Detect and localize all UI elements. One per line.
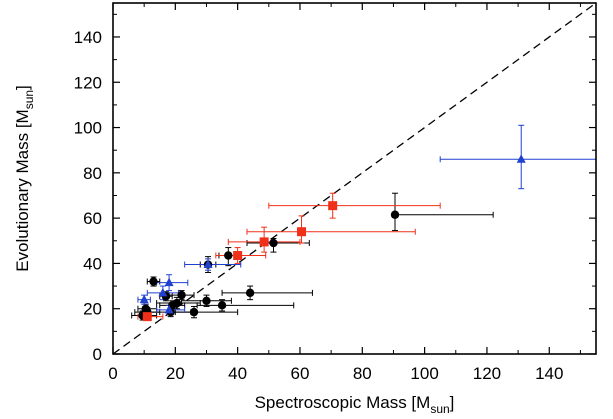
data-point-circle — [390, 210, 400, 219]
data-point-circle — [224, 251, 233, 260]
x-tick-label: 140 — [535, 364, 563, 383]
plot-frame — [112, 2, 597, 355]
data-point-square — [142, 312, 152, 322]
error-bar — [392, 192, 494, 232]
data-point-square — [328, 201, 338, 211]
y-axis-title-sub: sun — [22, 90, 36, 109]
marker-layer — [138, 154, 526, 322]
y-axis-title-main: Evolutionary Mass [M — [13, 109, 32, 272]
data-point-square — [233, 250, 243, 260]
x-tick-label: 100 — [410, 364, 438, 383]
y-tick-label: 100 — [74, 119, 102, 138]
data-point-triangle — [203, 259, 213, 269]
y-tick-label: 80 — [83, 164, 102, 183]
data-point-triangle — [139, 294, 149, 304]
data-point-square — [259, 237, 269, 247]
error-bar — [196, 299, 295, 312]
y-axis-title: Evolutionary Mass [Msun] — [13, 85, 36, 272]
y-axis-title-end: ] — [13, 85, 32, 90]
data-point-triangle — [164, 277, 174, 287]
error-bar — [268, 192, 441, 219]
data-point-circle — [141, 304, 150, 313]
x-axis-title-sub: sun — [430, 402, 449, 416]
data-point-square — [297, 227, 307, 237]
data-point-triangle — [516, 154, 526, 163]
x-tick-label: 60 — [291, 364, 310, 383]
data-point-circle — [202, 296, 211, 305]
x-tick-label: 120 — [473, 364, 501, 383]
x-axis-title-main: Spectroscopic Mass [M — [255, 393, 431, 412]
y-tick-label: 20 — [83, 300, 102, 319]
y-tick-label: 140 — [74, 28, 102, 47]
error-bar — [221, 285, 313, 301]
y-tick-label: 0 — [93, 345, 102, 364]
data-point-circle — [269, 238, 278, 248]
error-bar — [156, 274, 189, 292]
data-point-circle — [189, 307, 199, 317]
x-tick-label: 20 — [166, 364, 185, 383]
data-point-triangle — [158, 287, 168, 297]
x-tick-label: 40 — [228, 364, 247, 383]
error-bar — [439, 124, 597, 190]
y-tick-label: 120 — [74, 73, 102, 92]
y-tick-label: 40 — [83, 254, 102, 273]
data-point-circle — [149, 277, 158, 286]
x-axis-title: Spectroscopic Mass [Msun] — [255, 393, 455, 416]
errorbar-layer — [131, 124, 597, 321]
diagonal-reference-line — [112, 2, 597, 355]
x-axis-title-end: ] — [450, 393, 455, 412]
data-point-circle — [177, 290, 186, 300]
data-point-circle — [245, 288, 255, 298]
y-tick-label: 60 — [83, 209, 102, 228]
data-point-triangle — [164, 304, 174, 314]
data-point-circle — [217, 301, 227, 310]
error-bar — [184, 258, 242, 271]
x-tick-label: 80 — [353, 364, 372, 383]
tick-layer: 0 20 40 60 80 100 120 140 0 20 40 60 80 100 120 140 — [74, 3, 596, 383]
reference-line-layer — [112, 2, 597, 355]
x-tick-label: 0 — [108, 364, 117, 383]
